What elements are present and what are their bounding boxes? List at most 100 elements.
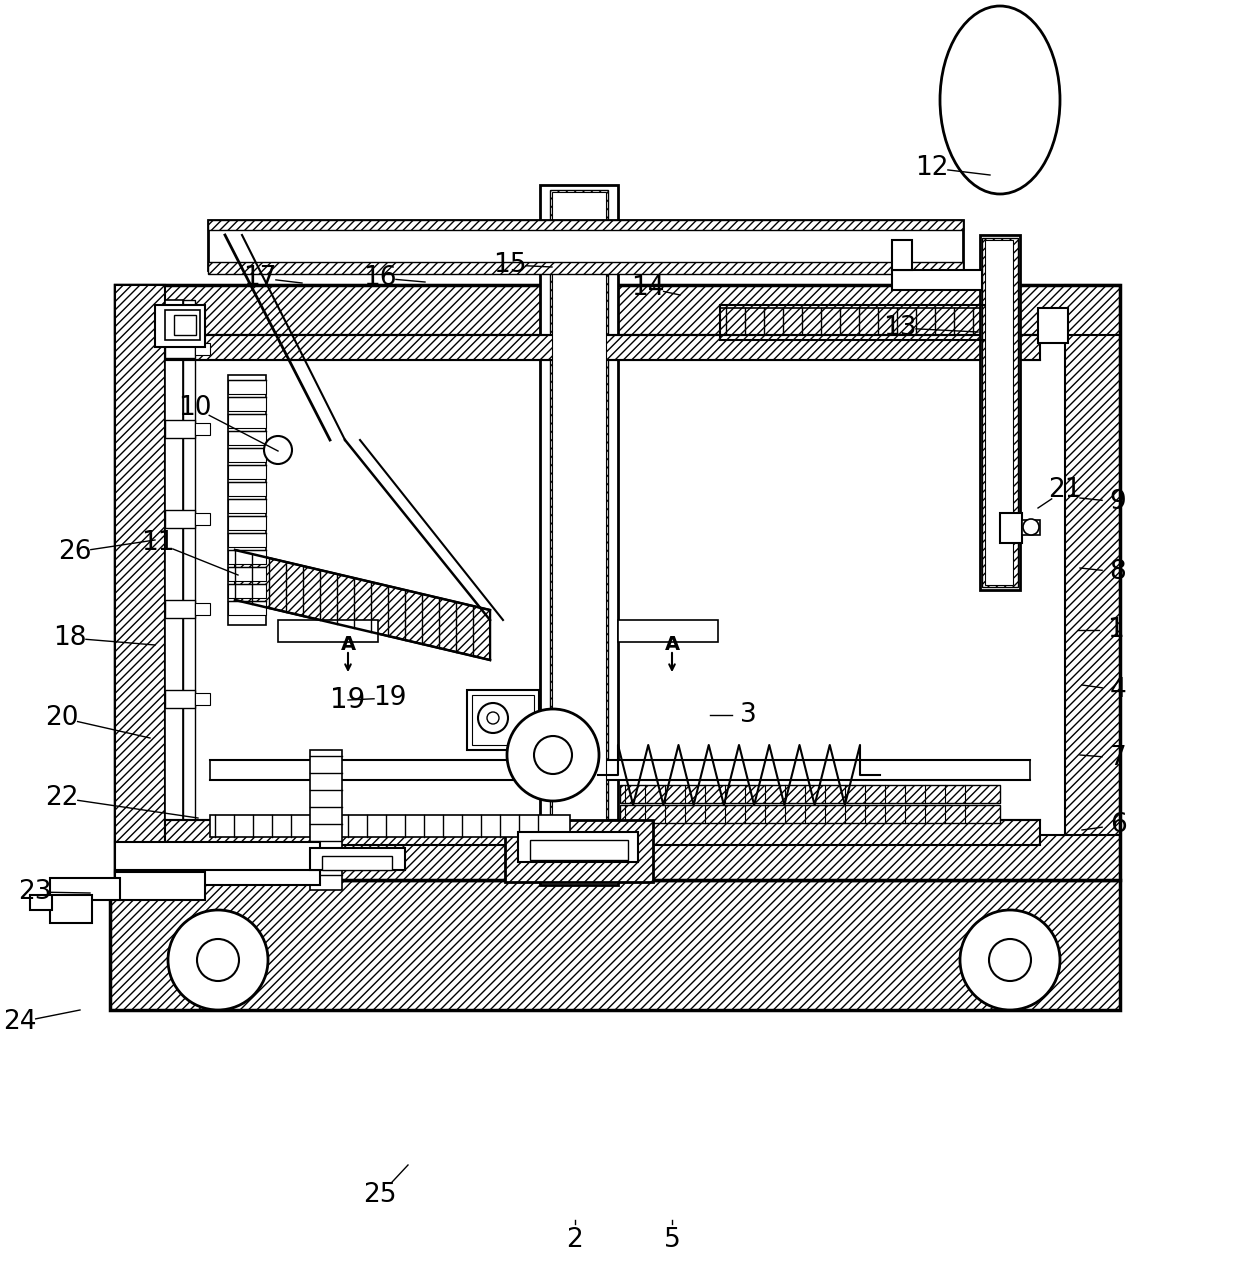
Circle shape — [960, 910, 1060, 1011]
Bar — [155, 306, 205, 347]
Bar — [228, 516, 267, 530]
Bar — [174, 314, 196, 335]
Bar — [195, 424, 210, 435]
Bar — [720, 308, 1011, 340]
Bar — [228, 375, 267, 625]
Bar — [228, 601, 267, 615]
Bar — [210, 760, 1030, 780]
Text: 2: 2 — [567, 1227, 583, 1253]
Bar — [472, 695, 534, 746]
Bar — [115, 836, 1120, 880]
Bar — [208, 221, 963, 270]
Bar — [165, 510, 195, 527]
Text: 26: 26 — [58, 539, 92, 566]
Bar — [985, 240, 1013, 585]
Text: 19: 19 — [330, 686, 366, 714]
Bar — [980, 235, 1021, 590]
Text: 7: 7 — [1110, 746, 1126, 771]
Circle shape — [477, 702, 508, 733]
Bar — [228, 380, 267, 394]
Circle shape — [487, 713, 498, 724]
Bar — [30, 895, 52, 910]
Bar — [195, 344, 210, 355]
Circle shape — [990, 940, 1030, 981]
Text: A: A — [665, 635, 680, 654]
Bar — [115, 285, 165, 880]
Bar — [310, 848, 405, 870]
Ellipse shape — [940, 6, 1060, 194]
Bar — [892, 270, 982, 290]
Bar — [1022, 520, 1040, 535]
Circle shape — [1023, 519, 1039, 535]
Bar — [110, 880, 1120, 1011]
Text: 24: 24 — [4, 1009, 37, 1035]
Bar — [278, 620, 378, 642]
Text: 23: 23 — [19, 879, 52, 905]
Bar — [165, 690, 195, 708]
Text: 16: 16 — [363, 265, 397, 290]
Bar — [518, 832, 639, 862]
Bar — [115, 870, 320, 885]
Bar — [228, 431, 267, 445]
Circle shape — [167, 910, 268, 1011]
Text: 25: 25 — [363, 1182, 397, 1208]
Bar — [165, 600, 195, 618]
Bar — [50, 895, 92, 923]
Text: 3: 3 — [739, 702, 756, 728]
Text: 19: 19 — [373, 685, 407, 711]
Bar — [982, 238, 1018, 587]
Bar — [228, 567, 267, 581]
Text: 18: 18 — [53, 625, 87, 650]
Text: 20: 20 — [45, 705, 79, 730]
Bar — [618, 620, 718, 642]
Bar — [115, 872, 205, 900]
Bar — [228, 533, 267, 547]
Bar — [228, 482, 267, 496]
Bar — [620, 805, 999, 823]
Text: 10: 10 — [179, 396, 212, 421]
Bar — [228, 448, 267, 462]
Circle shape — [264, 436, 291, 464]
Text: 1: 1 — [1106, 618, 1123, 643]
Bar — [228, 550, 267, 564]
Bar — [165, 420, 195, 437]
Text: 22: 22 — [45, 785, 79, 812]
Text: 17: 17 — [243, 265, 277, 290]
Bar — [228, 397, 267, 411]
Bar — [195, 604, 210, 615]
Bar — [115, 285, 165, 880]
Bar — [165, 301, 184, 865]
Text: 15: 15 — [494, 252, 527, 278]
Bar — [539, 185, 618, 885]
Bar — [195, 694, 210, 705]
Bar — [208, 262, 963, 274]
Bar — [310, 749, 342, 890]
Bar — [1065, 285, 1120, 880]
Circle shape — [197, 940, 239, 981]
Bar — [115, 842, 320, 872]
Bar — [228, 585, 267, 598]
Bar — [1038, 308, 1068, 344]
Text: 8: 8 — [1110, 559, 1126, 585]
Bar — [110, 880, 1120, 1011]
Bar — [210, 815, 570, 837]
Text: 21: 21 — [1048, 477, 1081, 503]
Bar — [505, 820, 653, 883]
Text: 11: 11 — [141, 530, 175, 555]
Circle shape — [507, 709, 599, 801]
Bar — [620, 785, 999, 803]
Bar — [208, 221, 963, 230]
Bar — [720, 306, 1011, 340]
Bar — [228, 500, 267, 514]
Bar — [195, 514, 210, 525]
Bar — [115, 285, 1120, 880]
Bar — [228, 465, 267, 479]
Text: 6: 6 — [1110, 812, 1126, 838]
Bar — [184, 301, 195, 865]
Bar — [529, 839, 627, 860]
Text: 5: 5 — [663, 1227, 681, 1253]
Bar — [892, 240, 911, 270]
Bar — [467, 690, 539, 749]
Bar — [322, 856, 392, 870]
Circle shape — [534, 735, 572, 773]
